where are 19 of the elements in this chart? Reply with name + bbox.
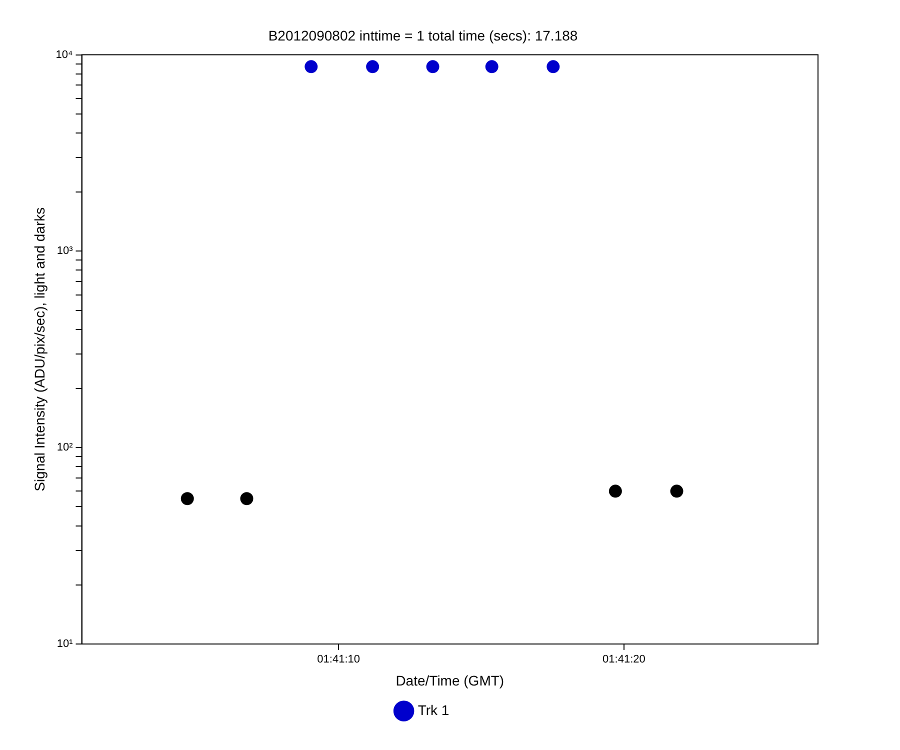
point xyxy=(426,60,440,74)
y-tick-label: 10⁴ xyxy=(56,48,74,61)
x-axis-title: Date/Time (GMT) xyxy=(396,672,504,688)
point xyxy=(366,60,380,74)
point xyxy=(546,60,560,74)
point xyxy=(670,484,684,498)
point xyxy=(608,484,622,498)
x-tick-label: 01:41:10 xyxy=(317,654,360,666)
point xyxy=(240,492,254,506)
legend-label: Trk 1 xyxy=(418,702,450,718)
y-tick-label: 10² xyxy=(56,442,74,454)
chart-title: B2012090802 inttime = 1 total time (secs): 17.188 xyxy=(268,27,578,44)
x-tick-label: 01:41:20 xyxy=(602,654,646,666)
point xyxy=(304,60,318,74)
y-axis-title: Signal Intensity (ADU/pix/sec), light and darks xyxy=(31,207,48,492)
point xyxy=(485,60,498,74)
point xyxy=(180,492,194,506)
y-tick-label: 10³ xyxy=(56,245,74,258)
y-tick-label: 10¹ xyxy=(56,638,74,650)
